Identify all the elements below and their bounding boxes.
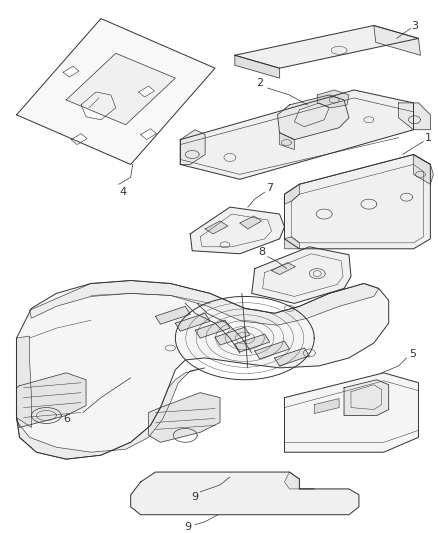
Polygon shape [180,90,413,179]
Text: 9: 9 [191,492,199,502]
Polygon shape [413,155,433,184]
Polygon shape [17,19,215,165]
Polygon shape [155,306,190,324]
Text: 6: 6 [64,415,71,424]
Polygon shape [131,472,359,515]
Text: 1: 1 [425,133,432,143]
Text: 2: 2 [256,78,263,88]
Polygon shape [399,103,431,130]
Polygon shape [17,280,389,459]
Text: 4: 4 [119,187,126,197]
Polygon shape [215,327,250,345]
Polygon shape [314,399,339,414]
Polygon shape [285,155,431,249]
Polygon shape [141,128,156,140]
Polygon shape [344,380,389,416]
Polygon shape [138,86,155,97]
Polygon shape [180,130,205,165]
Polygon shape [252,247,351,303]
Polygon shape [17,368,205,459]
Polygon shape [240,216,261,229]
Polygon shape [175,313,210,331]
Polygon shape [195,320,230,338]
Polygon shape [317,90,349,108]
Polygon shape [205,221,228,234]
Text: 5: 5 [409,349,416,359]
Text: 8: 8 [258,247,265,257]
Text: 9: 9 [185,522,192,531]
Polygon shape [285,237,300,249]
Polygon shape [285,184,300,204]
Polygon shape [272,263,295,274]
Polygon shape [190,207,285,254]
Polygon shape [374,26,420,55]
Polygon shape [71,134,87,144]
Polygon shape [63,66,79,77]
Polygon shape [29,280,379,325]
Polygon shape [255,341,290,359]
Polygon shape [285,373,418,452]
Text: 7: 7 [266,183,273,193]
Polygon shape [148,393,220,442]
Polygon shape [235,55,279,78]
Polygon shape [275,348,309,366]
Polygon shape [279,133,294,150]
Polygon shape [278,95,349,140]
Polygon shape [235,334,270,352]
Polygon shape [17,373,86,427]
Polygon shape [66,53,175,125]
Polygon shape [285,472,314,489]
Text: 3: 3 [411,20,418,30]
Polygon shape [235,26,418,68]
Polygon shape [17,336,32,427]
